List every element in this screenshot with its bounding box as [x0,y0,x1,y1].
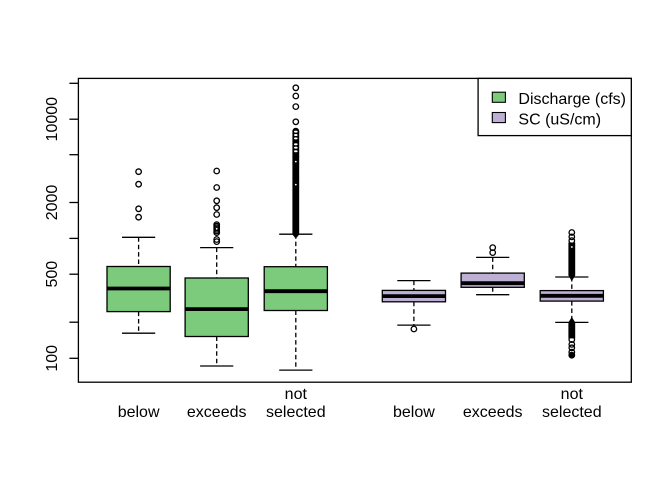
svg-text:2000: 2000 [44,185,61,221]
svg-text:exceeds: exceeds [187,404,247,421]
svg-text:below: below [393,404,435,421]
svg-text:500: 500 [44,261,61,288]
svg-text:exceeds: exceeds [463,404,523,421]
svg-text:10000: 10000 [44,97,61,142]
svg-text:selected: selected [542,404,602,421]
svg-text:not: not [561,386,584,403]
svg-text:not: not [285,386,308,403]
svg-text:below: below [118,404,160,421]
svg-text:selected: selected [266,404,326,421]
svg-text:SC (uS/cm): SC (uS/cm) [518,112,601,129]
svg-text:Discharge (cfs): Discharge (cfs) [518,91,626,108]
svg-text:100: 100 [44,345,61,372]
